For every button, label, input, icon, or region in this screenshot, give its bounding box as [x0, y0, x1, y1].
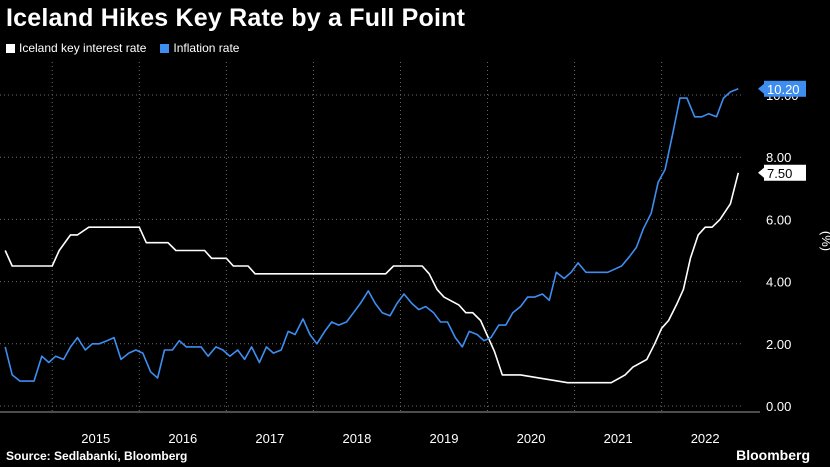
x-tick-label: 2022 — [691, 431, 720, 446]
interest-rate-end-label: 7.50 — [767, 166, 792, 181]
inflation-rate-end-label-box — [764, 80, 806, 97]
y-tick-label: 4.00 — [766, 275, 791, 290]
legend-label-interest: Iceland key interest rate — [19, 41, 147, 55]
y-tick-label: 0.00 — [766, 399, 791, 414]
x-tick-label: 2018 — [342, 431, 371, 446]
chart-title: Iceland Hikes Key Rate by a Full Point — [6, 4, 466, 32]
legend-swatch-interest — [6, 43, 15, 53]
y-axis-label: (%) — [819, 231, 830, 251]
legend-item-interest: Iceland key interest rate — [6, 41, 146, 55]
interest-rate-end-label-pointer — [758, 167, 764, 178]
inflation-rate-end-label: 10.20 — [767, 82, 800, 97]
x-tick-label: 2017 — [255, 431, 284, 446]
legend: Iceland key interest rate Inflation rate — [6, 41, 239, 55]
inflation-rate-line — [4, 88, 739, 382]
x-tick-label: 2020 — [517, 431, 546, 446]
legend-swatch-inflation — [160, 43, 170, 53]
x-tick-label: 2019 — [430, 431, 459, 446]
bloomberg-logo: Bloomberg — [736, 447, 810, 463]
y-tick-label: 2.00 — [766, 337, 791, 352]
x-tick-label: 2016 — [168, 431, 197, 446]
legend-label-inflation: Inflation rate — [173, 41, 240, 55]
inflation-rate-end-label-pointer — [758, 83, 764, 94]
source-note: Source: Sedlabanki, Bloomberg — [6, 449, 188, 463]
y-tick-label: 8.00 — [766, 150, 791, 165]
y-tick-label: 6.00 — [766, 212, 791, 227]
x-tick-label: 2015 — [81, 431, 110, 446]
legend-item-inflation: Inflation rate — [160, 41, 239, 55]
interest-rate-line — [4, 172, 740, 384]
interest-rate-end-label-box — [764, 164, 806, 181]
x-tick-label: 2021 — [604, 431, 633, 446]
